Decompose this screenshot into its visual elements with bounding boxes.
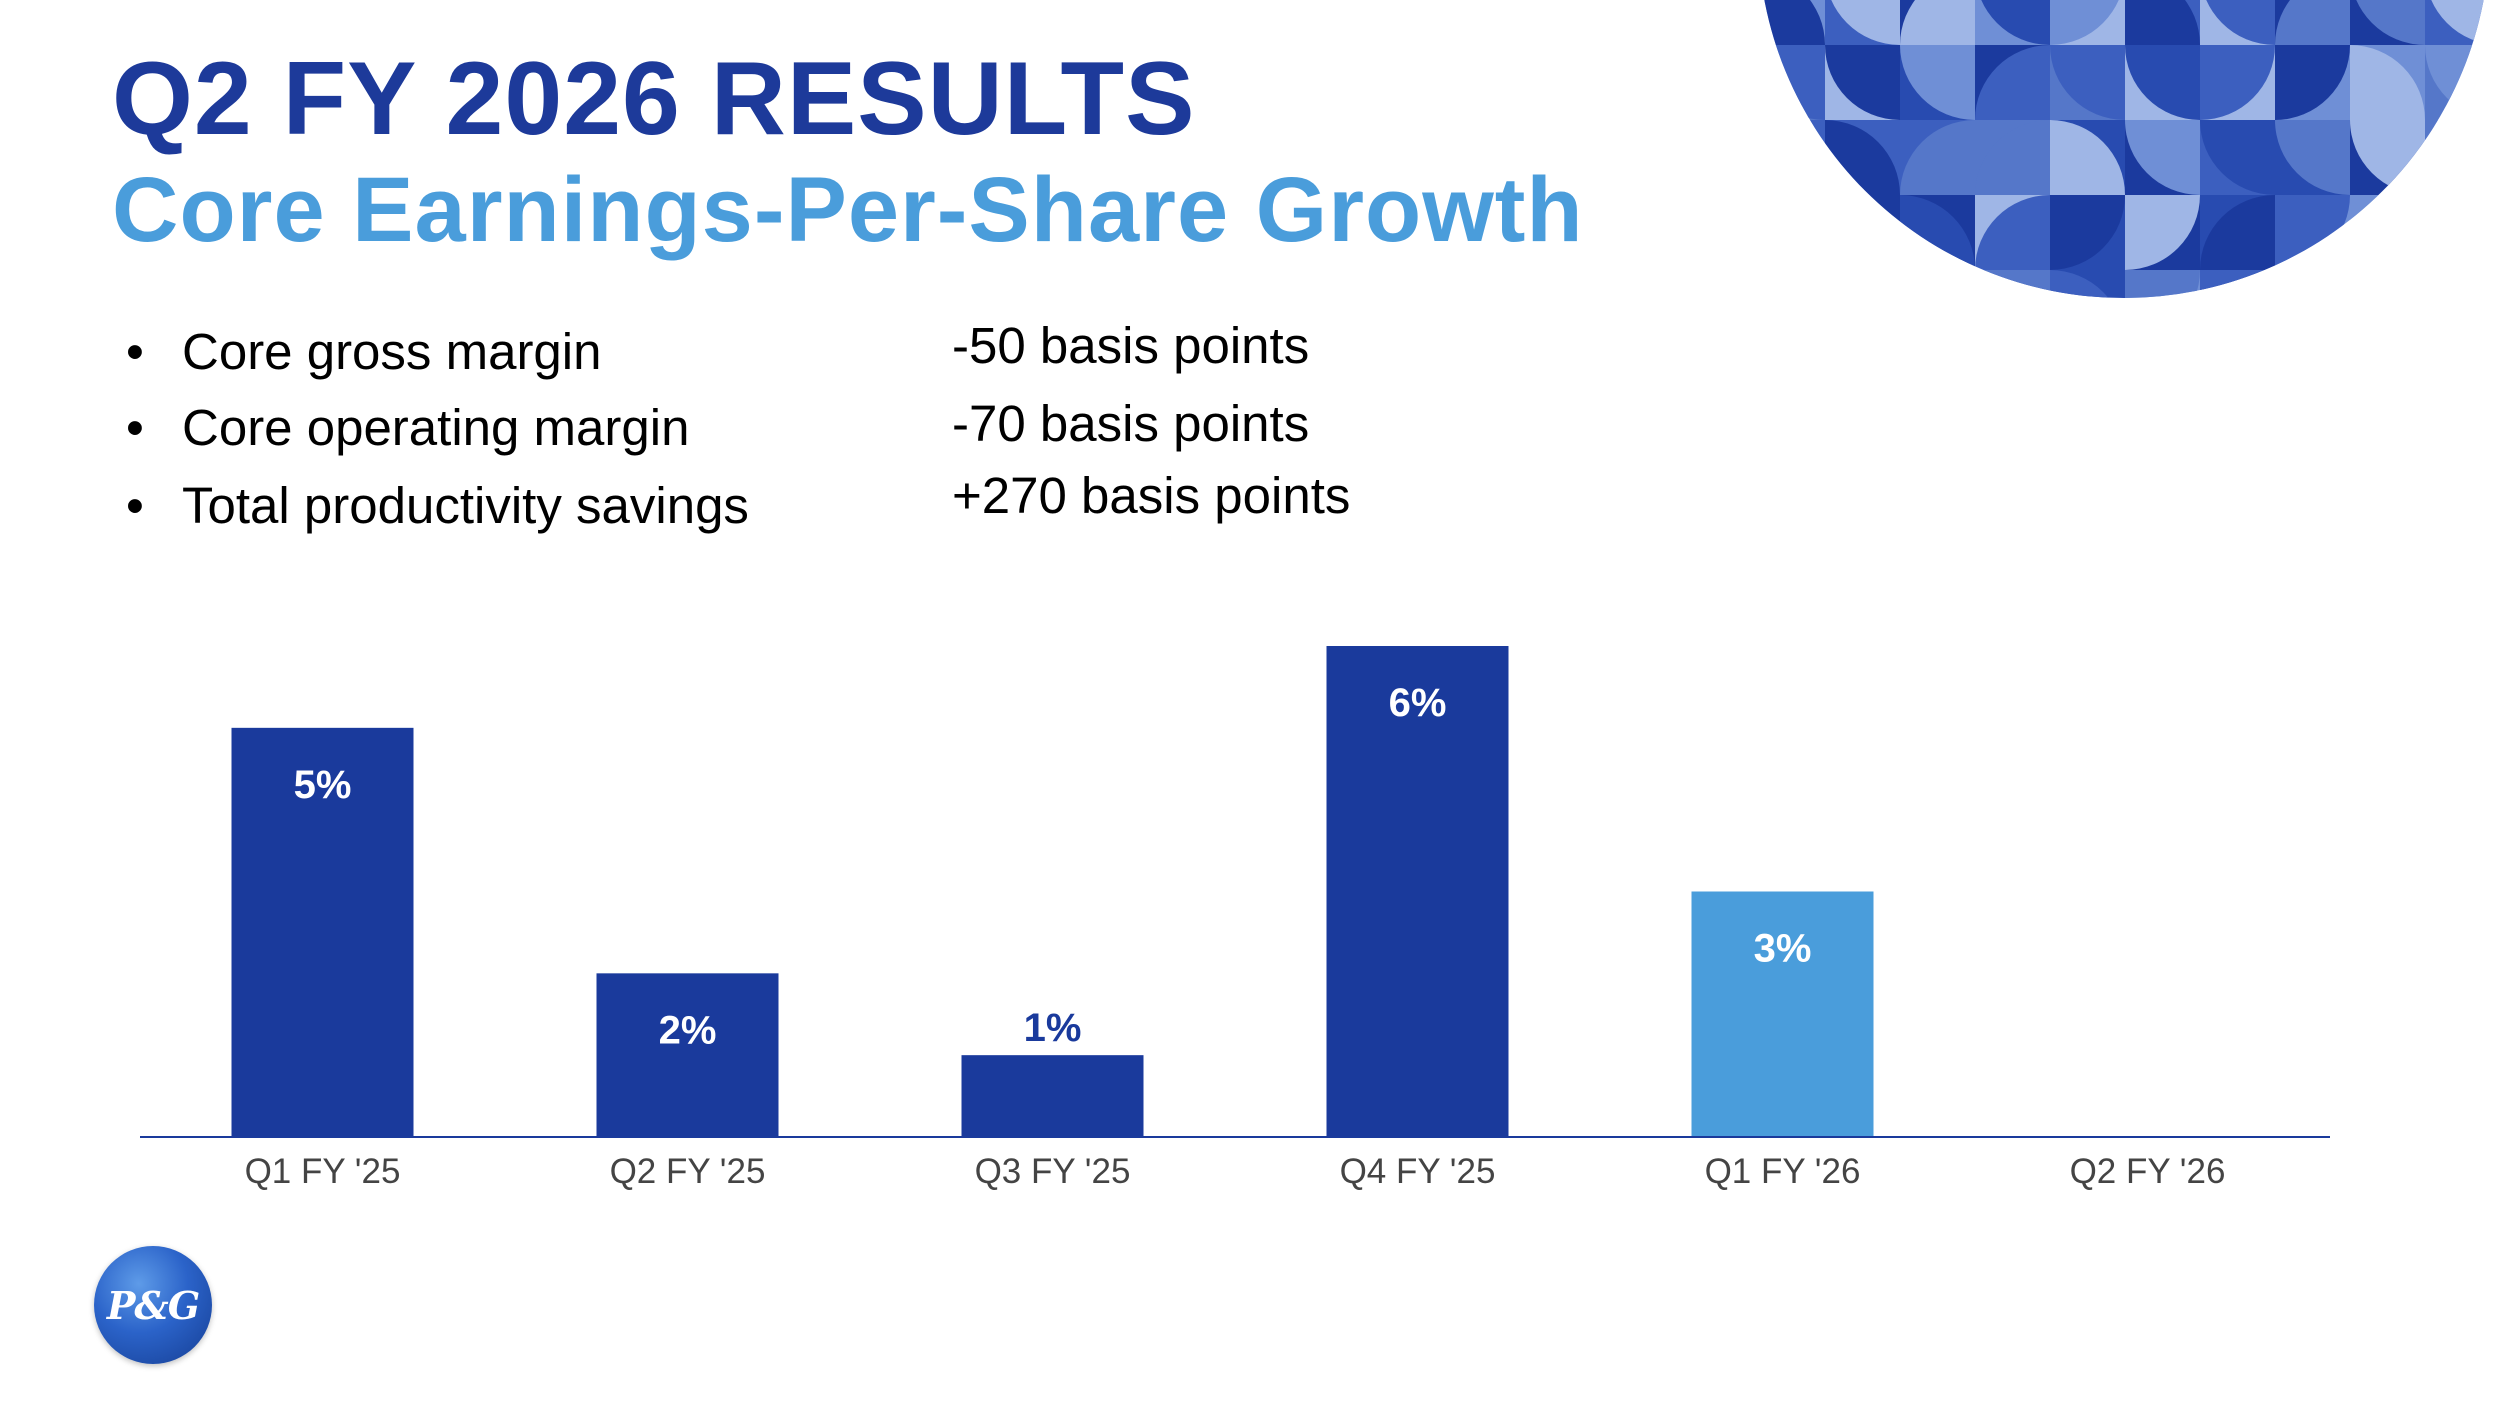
mosaic-arc	[1900, 0, 1975, 45]
bar-value-label: 6%	[1389, 681, 1447, 725]
metric-value: -70 basis points	[952, 395, 1310, 452]
mosaic-arc	[2050, 45, 2125, 120]
x-tick-label: Q2 FY '26	[2070, 1152, 2226, 1191]
mosaic-arc	[2350, 120, 2425, 195]
metric-value: -50 basis points	[952, 317, 1310, 374]
mosaic-arc	[2200, 45, 2275, 120]
mosaic-arc	[1825, 120, 1900, 195]
logo-text: P&G	[106, 1282, 200, 1328]
mosaic-arc	[1825, 0, 1900, 45]
bar-5	[1691, 891, 1874, 1137]
x-tick-label: Q3 FY '25	[975, 1152, 1131, 1191]
mosaic-arc	[1975, 120, 2050, 195]
mosaic-arc	[2200, 195, 2275, 270]
mosaic-arc	[1975, 0, 2050, 45]
mosaic-arc	[1975, 45, 2050, 120]
metric-label: Total productivity savings	[126, 476, 749, 535]
bar-2	[596, 973, 779, 1137]
mosaic-arc	[1900, 45, 1975, 120]
mosaic-arc	[2275, 120, 2350, 195]
mosaic-arc	[2050, 195, 2125, 270]
mosaic-arc	[2275, 0, 2350, 45]
mosaic-arc	[1900, 195, 1975, 270]
page-subtitle: Core Earnings-Per-Share Growth	[112, 159, 1584, 261]
mosaic-arc	[1975, 195, 2050, 270]
x-tick-label: Q4 FY '25	[1340, 1152, 1496, 1191]
mosaic-arc	[2050, 120, 2125, 195]
metric-label: Core gross margin	[126, 322, 601, 381]
bar-value-label: 5%	[294, 763, 352, 807]
mosaic-arc	[1900, 120, 1975, 195]
metric-value: +270 basis points	[952, 467, 1351, 524]
mosaic-arc	[2050, 0, 2125, 45]
mosaic-arc	[2275, 45, 2350, 120]
bar-value-label: 3%	[1754, 927, 1812, 971]
mosaic-arc	[2200, 0, 2275, 45]
page-title: Q2 FY 2026 RESULTS	[112, 41, 1196, 157]
mosaic-arc	[2125, 195, 2200, 270]
x-tick-label: Q1 FY '26	[1705, 1152, 1861, 1191]
mosaic-arc	[2200, 120, 2275, 195]
pg-logo-icon: P&G	[94, 1246, 212, 1364]
mosaic-arc	[2425, 0, 2490, 45]
mosaic-arc	[2125, 45, 2200, 120]
mosaic-arc	[2275, 195, 2350, 270]
mosaic-arc	[2350, 45, 2425, 120]
mosaic-arc	[2350, 0, 2425, 45]
bar-1	[231, 727, 414, 1137]
mosaic-arc	[2125, 120, 2200, 195]
mosaic-arc	[2125, 0, 2200, 45]
bar-value-label: 2%	[659, 1008, 717, 1052]
mosaic-arc	[1825, 45, 1900, 120]
bar-value-label: 1%	[1024, 1006, 1082, 1050]
x-tick-label: Q2 FY '25	[610, 1152, 766, 1191]
bar-3	[961, 1055, 1144, 1137]
metric-label: Core operating margin	[126, 398, 689, 457]
mosaic-arc	[1758, 0, 1825, 45]
x-tick-label: Q1 FY '25	[245, 1152, 401, 1191]
bar-4	[1326, 646, 1509, 1137]
